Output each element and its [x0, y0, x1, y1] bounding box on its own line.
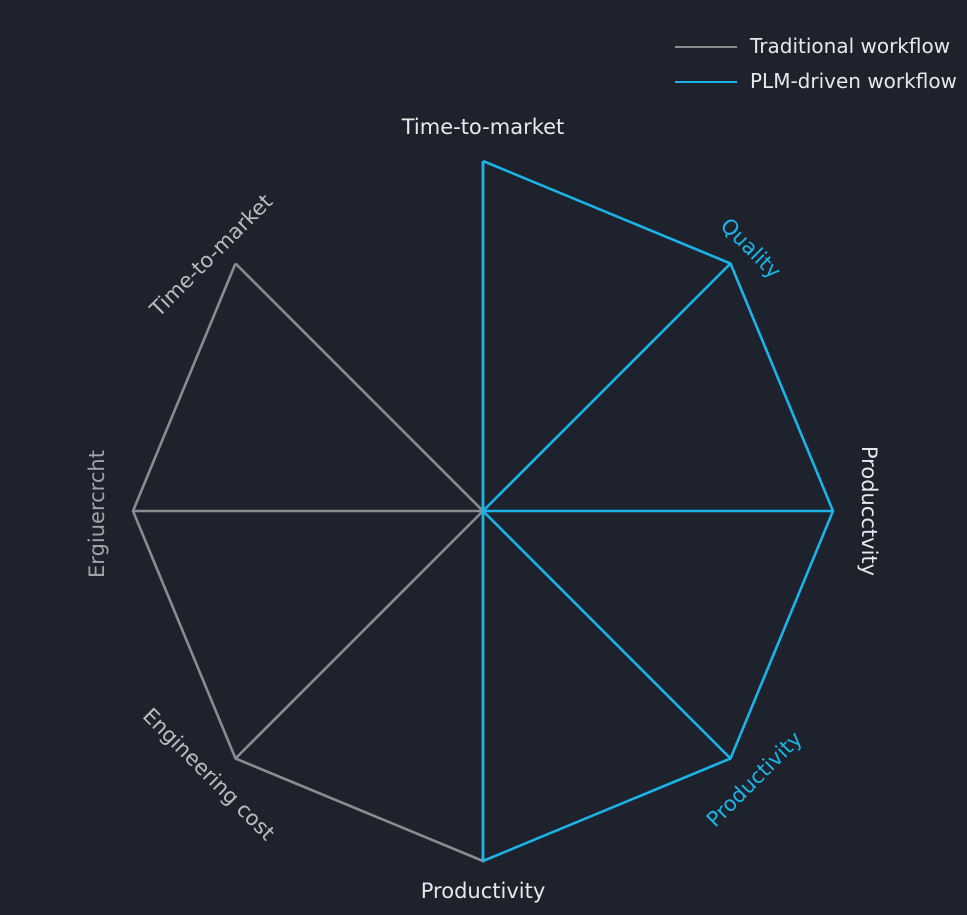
legend-label-traditional: Traditional workflow — [750, 34, 951, 58]
axis-label-6: Ergiuercrcht — [85, 450, 109, 578]
axis-label-5: Engineering cost — [138, 703, 280, 845]
series-spoke-1-3 — [482, 510, 732, 760]
legend-swatch-traditional — [675, 46, 737, 48]
legend-swatch-plm — [675, 81, 737, 83]
axis-label-7: Time-to-market — [145, 189, 278, 322]
legend-label-plm: PLM-driven workflow — [750, 69, 957, 93]
axis-label-3: Productivity — [702, 727, 807, 832]
axis-label-0: Time-to-market — [401, 115, 565, 139]
legend-item-plm: PLM-driven workflow — [667, 69, 957, 104]
axis-label-4: Productivity — [421, 879, 546, 903]
series-spoke-0-5 — [234, 510, 484, 760]
series-spoke-1-1 — [482, 262, 732, 512]
legend-item-traditional: Traditional workflow — [667, 34, 957, 69]
series-spoke-0-7 — [234, 262, 484, 512]
axis-label-1: Quality — [716, 213, 786, 283]
axis-label-2: Producctvity — [857, 446, 881, 576]
legend: Traditional workflow PLM-driven workflow — [667, 34, 957, 104]
